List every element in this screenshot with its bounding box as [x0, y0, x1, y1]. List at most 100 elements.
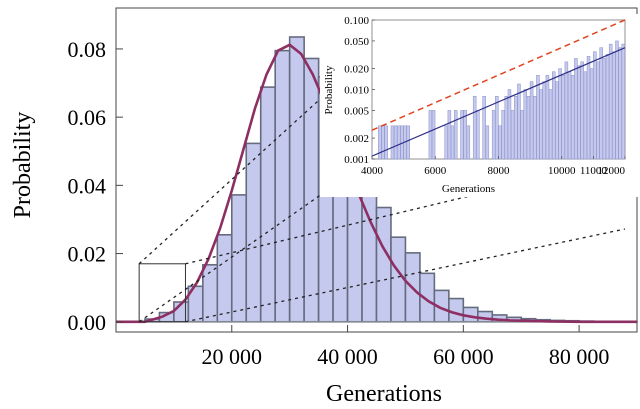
inset-histogram-bar — [431, 110, 436, 160]
histogram-bar — [259, 86, 276, 323]
y-tick-label: 0.06 — [68, 105, 107, 130]
inset-histogram-bar — [450, 125, 455, 160]
inset-y-tick-label: 0.020 — [344, 64, 369, 76]
inset-y-tick-label: 0.050 — [344, 36, 369, 48]
y-axis-label: Probability — [10, 112, 36, 219]
inset-histogram-bar — [589, 68, 594, 160]
inset-histogram-bar — [406, 125, 411, 160]
inset-histogram-bar — [447, 110, 452, 160]
inset-histogram-bar — [397, 125, 401, 160]
inset-histogram-bar — [504, 95, 509, 160]
inset-histogram-bar — [529, 81, 534, 160]
histogram-bar — [274, 49, 291, 323]
histogram-bar — [288, 36, 305, 323]
histogram-bar — [375, 206, 392, 323]
inset-histogram-bar — [384, 125, 388, 160]
y-tick-label: 0.08 — [68, 37, 107, 62]
histogram-bar — [448, 297, 465, 323]
zoom-connector-right — [185, 158, 626, 265]
inset-histogram-bar — [520, 110, 524, 160]
inset-histogram-bar — [498, 125, 502, 160]
inset-y-tick-label: 0.100 — [344, 15, 369, 27]
histogram-bar — [245, 142, 262, 323]
inset-histogram-bar — [561, 75, 565, 160]
zoom-connectors — [138, 49, 626, 323]
inset-histogram-bar — [542, 81, 546, 160]
inset-x-tick-label: 6000 — [424, 165, 447, 177]
inset-histogram-bar — [612, 51, 616, 160]
y-tick-label: 0.02 — [68, 242, 107, 267]
inset-histogram-bar — [523, 89, 528, 160]
inset-histogram-bar — [466, 125, 471, 160]
inset-histogram-bar — [608, 43, 613, 160]
inset-x-tick-label: 4000 — [361, 165, 384, 177]
inset-x-tick-label: 10000 — [548, 165, 576, 177]
inset-histogram-bar — [472, 95, 477, 160]
histogram-bar — [202, 264, 219, 323]
inset-x-tick-label: 11000 — [580, 165, 608, 177]
inset-x-axis-label: Generations — [442, 183, 495, 195]
inset-histogram-bar — [574, 58, 578, 160]
inset-histogram-bar — [381, 125, 385, 160]
x-axis-label: Generations — [326, 381, 442, 407]
inset-histogram-bar — [555, 81, 559, 160]
inset-histogram-bar — [453, 110, 458, 160]
inset-histogram-bar — [482, 95, 486, 160]
inset-histogram-bar — [517, 83, 521, 160]
inset-histogram-bar — [507, 89, 512, 160]
inset-histogram-bar — [526, 95, 531, 160]
inset-histogram-bar — [378, 125, 382, 160]
inset-histogram-bar — [495, 95, 499, 160]
inset-histogram-bar — [580, 61, 584, 160]
inset-histogram-bar — [570, 75, 575, 160]
inset-x-tick-label: 12000 — [598, 165, 626, 177]
inset-histogram-bar — [393, 125, 398, 160]
inset-histogram-bar — [476, 110, 480, 160]
inset-y-axis-label: Probability — [323, 65, 335, 114]
inset-histogram-bar — [593, 51, 597, 160]
inset-histogram-bar — [428, 110, 433, 160]
inset-histogram-bar — [444, 125, 448, 160]
inset-y-tick-label: 0.002 — [344, 133, 369, 145]
inset-bound-line — [371, 19, 626, 131]
inset-x-tick-label: 8000 — [488, 165, 511, 177]
histogram-bar — [361, 174, 378, 323]
inset-histogram-bar — [596, 61, 600, 160]
inset-histogram-bar — [618, 47, 622, 160]
inset-histogram-bar — [615, 40, 619, 160]
inset-histogram-bar — [583, 71, 588, 160]
inset-histogram-bar — [545, 75, 550, 160]
x-tick-label: 40 000 — [317, 344, 378, 369]
inset-histogram-bar — [599, 47, 603, 160]
histogram-bar — [216, 234, 233, 323]
inset-y-tick-label: 0.005 — [344, 105, 369, 117]
y-tick-label: 0.04 — [68, 173, 107, 198]
inset-histogram-bar — [536, 75, 540, 160]
zoom-box — [138, 263, 186, 323]
zoom-connector-lower — [138, 158, 373, 323]
inset-histogram-bar — [501, 110, 505, 160]
inset-histogram-bar — [510, 110, 515, 160]
inset-histogram-bar — [463, 110, 467, 160]
inset-histogram-bar — [390, 125, 395, 160]
inset-histogram-bar — [514, 95, 518, 160]
inset-y-tick-label: 0.010 — [344, 85, 369, 97]
histogram-bar — [230, 194, 248, 323]
inset-y-tick-label: 0.001 — [344, 154, 369, 166]
inset-histogram-bar — [567, 71, 572, 160]
zoom-connector-bottom — [185, 228, 626, 323]
y-tick-label: 0.00 — [68, 310, 107, 335]
inset-histogram-bar — [602, 58, 607, 160]
inset-histogram-bar — [539, 89, 543, 160]
inset-histogram-bar — [564, 61, 569, 160]
inset-histogram-bar — [552, 71, 556, 160]
inset-histogram-bar — [491, 110, 496, 160]
inset-histogram-bar — [586, 56, 591, 160]
inset-histogram-bar — [533, 95, 537, 160]
inset-histogram-bar — [577, 65, 581, 160]
inset-fit-line — [371, 47, 626, 157]
inset-histogram-bar — [605, 54, 610, 160]
inset-histogram-bar — [558, 68, 562, 160]
